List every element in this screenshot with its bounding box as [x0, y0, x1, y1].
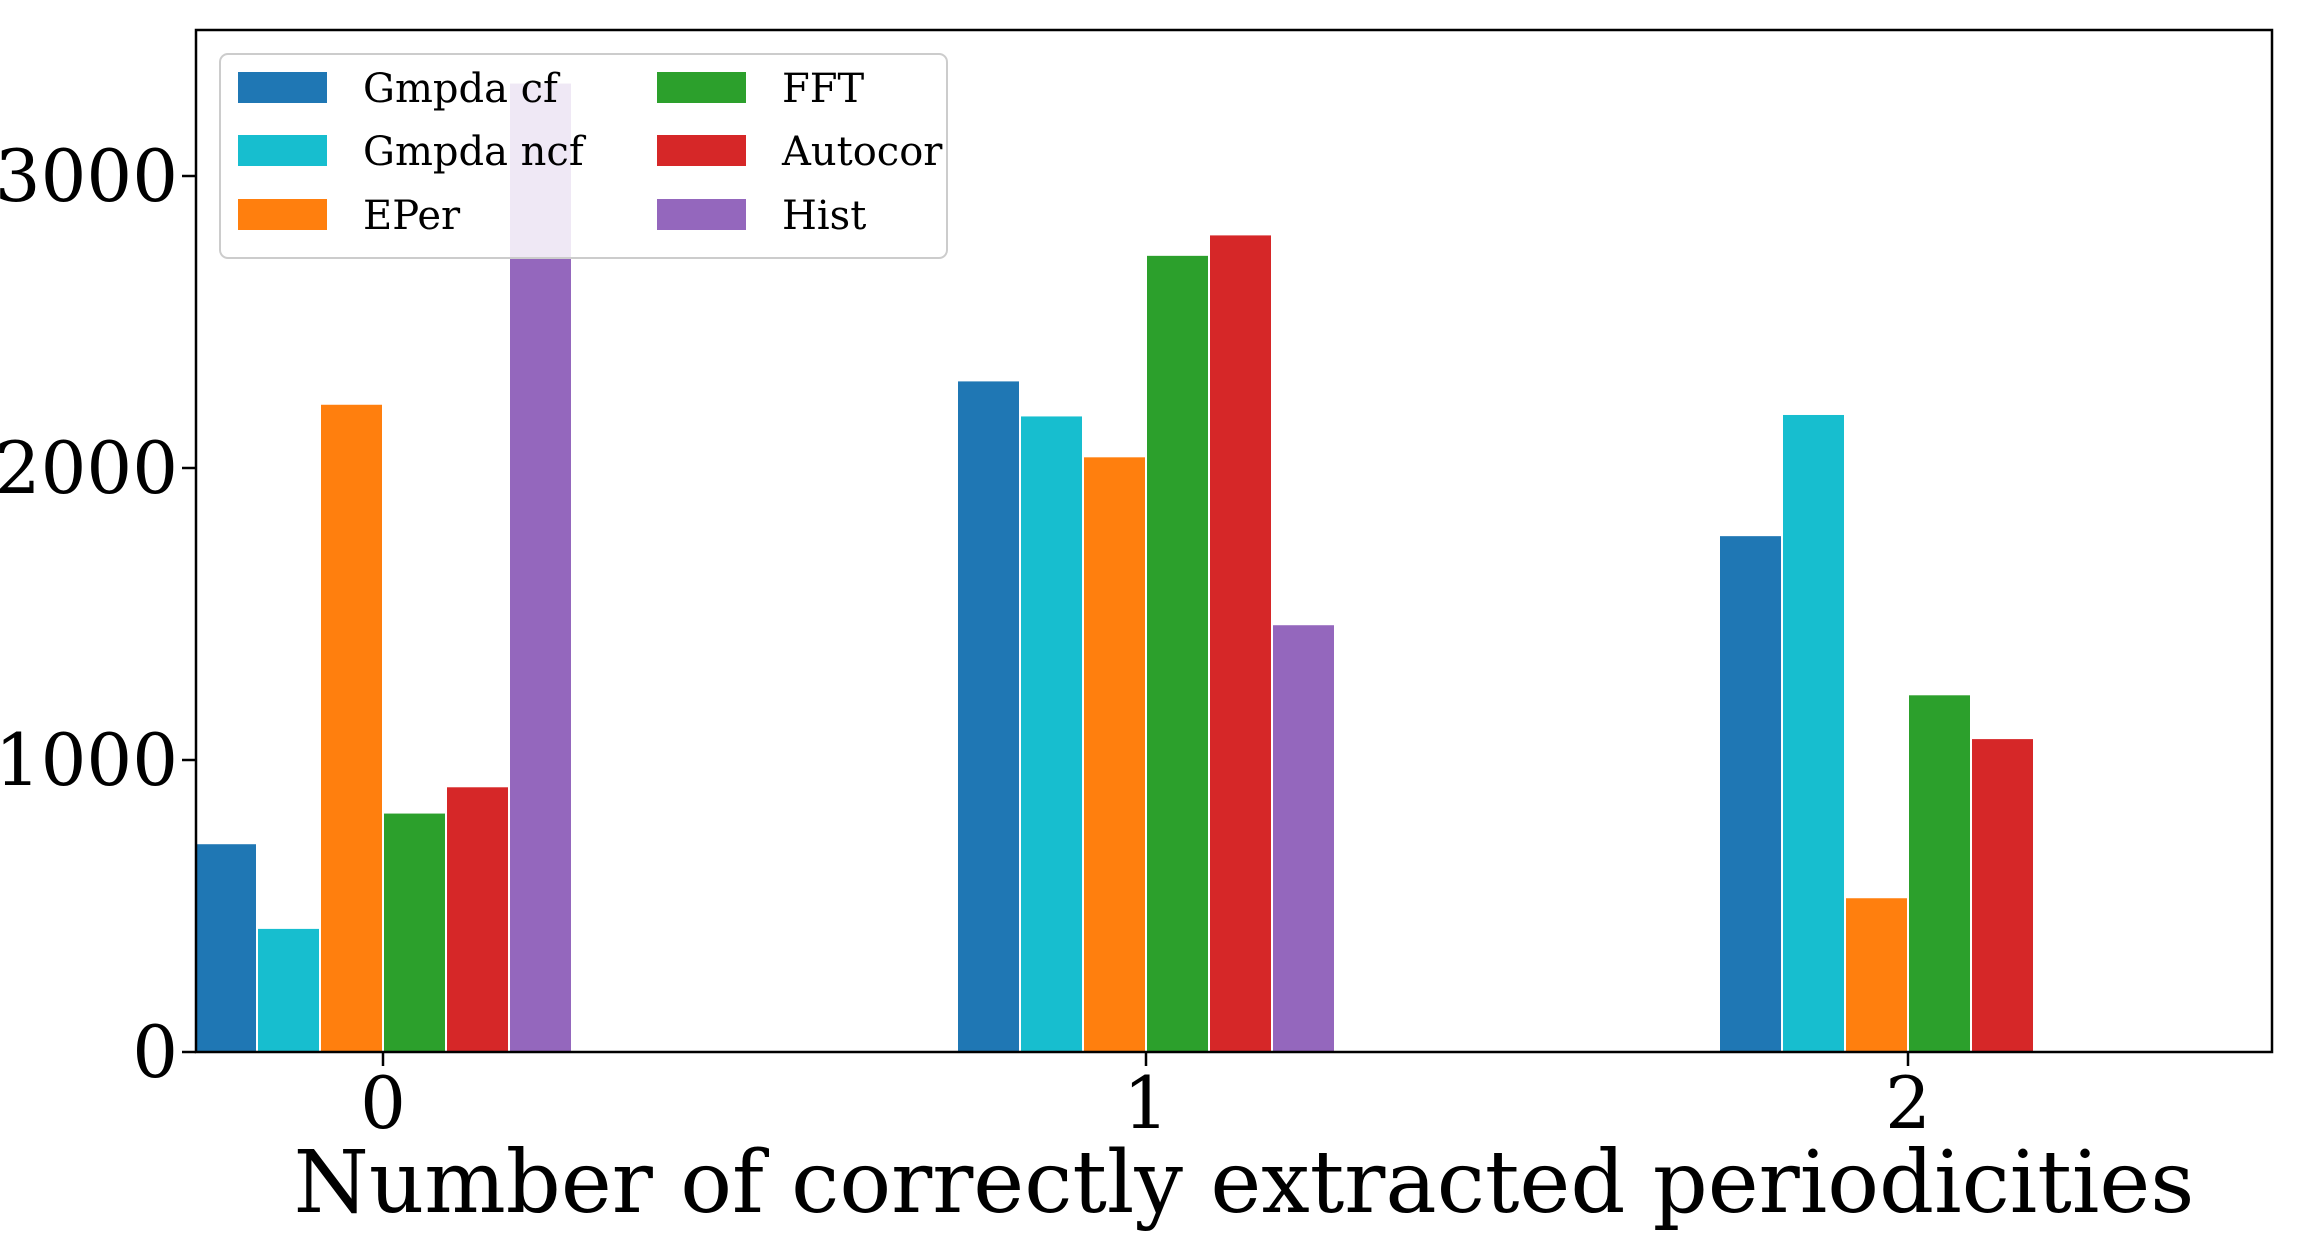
legend-swatch-eper — [238, 199, 327, 230]
bar-gmpda-cf-2 — [1718, 534, 1783, 1053]
y-tick-label: 0 — [132, 1010, 178, 1094]
bar-eper-1 — [1082, 455, 1147, 1053]
bar-autocor-0 — [445, 785, 510, 1054]
x-axis-title: Number of correctly extracted periodicit… — [294, 1133, 2195, 1233]
bar-eper-0 — [319, 402, 384, 1053]
x-tick-label: 0 — [360, 1061, 406, 1145]
ticks-layer: 0 1000 2000 3000 0 1 2 — [0, 134, 1931, 1145]
legend-label-hist: Hist — [782, 193, 866, 239]
plot-frame — [194, 28, 2274, 1054]
legend-label-gmpda-cf: Gmpda cf — [363, 66, 561, 112]
bar-fft-0 — [382, 811, 447, 1053]
bar-gmpda-cf-0 — [193, 842, 258, 1053]
bar-gmpda-ncf-1 — [1019, 414, 1084, 1053]
bar-fft-1 — [1145, 253, 1210, 1053]
legend-swatch-gmpda-cf — [238, 72, 327, 103]
legend-label-gmpda-ncf: Gmpda ncf — [363, 129, 587, 175]
legend-swatch-gmpda-ncf — [238, 135, 327, 166]
legend-label-eper: EPer — [363, 193, 461, 239]
legend-label-fft: FFT — [782, 66, 865, 112]
bar-fft-2 — [1907, 693, 1972, 1053]
bar-eper-2 — [1844, 896, 1909, 1053]
legend-swatch-hist — [657, 199, 746, 230]
bar-autocor-1 — [1208, 233, 1273, 1053]
y-tick-label: 3000 — [0, 134, 178, 218]
y-tick-label: 1000 — [0, 718, 178, 802]
legend-swatch-autocor — [657, 135, 746, 166]
bar-autocor-2 — [1970, 737, 2035, 1053]
bar-gmpda-ncf-2 — [1781, 412, 1846, 1054]
bar-gmpda-cf-1 — [956, 379, 1021, 1053]
legend-box — [219, 53, 948, 259]
y-tick-label: 2000 — [0, 426, 178, 510]
bar-gmpda-ncf-0 — [256, 926, 321, 1054]
bar-hist-1 — [1271, 623, 1336, 1053]
legend-swatch-fft — [657, 72, 746, 103]
legend-label-autocor: Autocor — [781, 129, 943, 175]
x-tick-label: 2 — [1885, 1061, 1931, 1145]
legend: Gmpda cf Gmpda ncf EPer FFT Autocor Hist — [219, 53, 948, 259]
x-tick-label: 1 — [1123, 1061, 1169, 1145]
